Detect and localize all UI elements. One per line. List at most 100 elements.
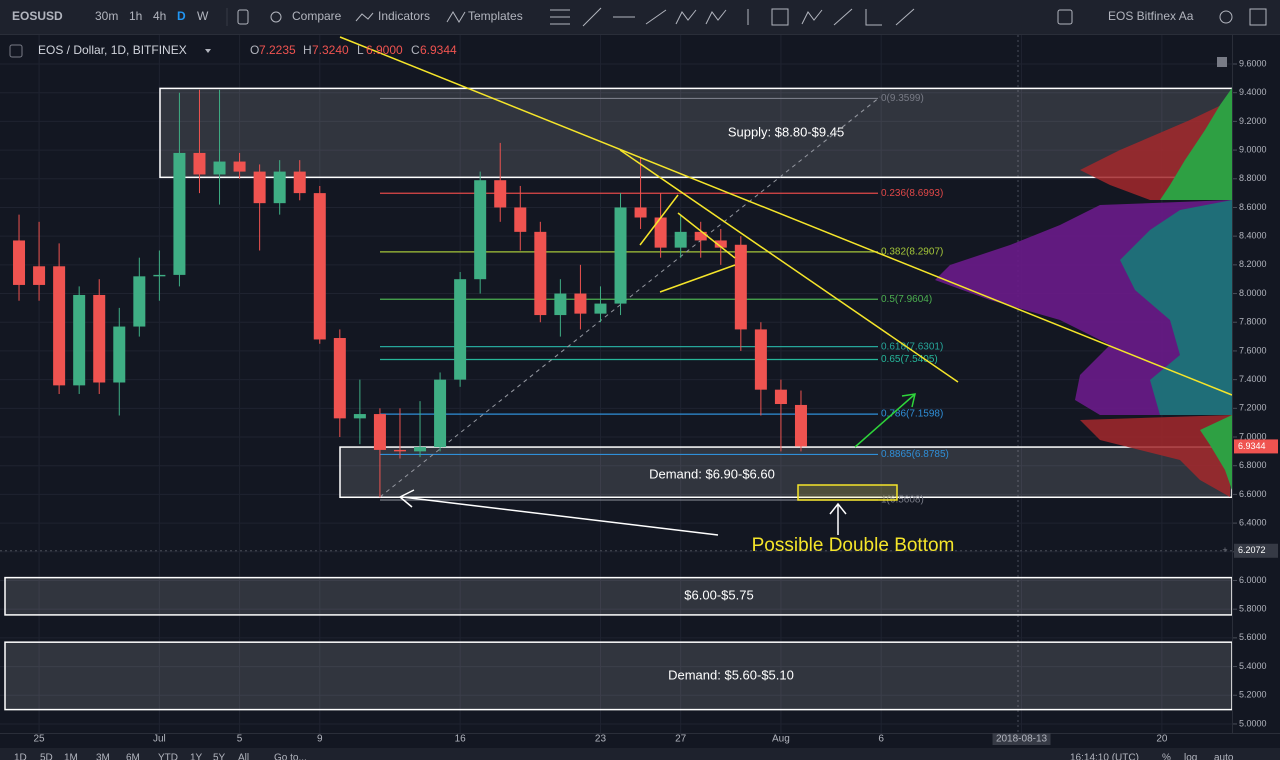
fib-label: 0.8865(6.8785) [881,449,949,460]
volume-profile [935,88,1232,497]
trend-line [619,149,959,383]
candle-body [273,171,286,204]
x-tick-label: 16 [455,734,467,745]
x-axis: 25 Jul 5 9 16 23 27 Aug 6 2018-08-13 20 [34,733,1168,745]
fullscreen-icon[interactable] [1057,9,1073,25]
candle-body [233,161,246,172]
tool-icon[interactable] [865,9,882,26]
legend-toggle[interactable] [9,44,23,58]
candles [13,89,807,498]
fib-trend-line [379,96,881,498]
y-tick-label: 8.2000 [1239,259,1267,269]
layout-icon[interactable] [1249,8,1267,26]
ohlc-letter: H [303,43,312,57]
tool-icon[interactable] [771,8,789,26]
range-button[interactable]: 1M [64,753,78,760]
ohlc-value: 6.9344 [420,43,457,57]
candle-icon[interactable] [237,9,249,25]
range-button[interactable]: 1Y [190,753,203,760]
y-tick-label: 8.6000 [1239,202,1267,212]
symbol[interactable]: EOSUSD [12,9,63,23]
candle-body [53,266,66,386]
indicators-button[interactable]: Indicators [378,9,430,23]
range-button[interactable]: 5D [40,753,53,760]
ohlc-legend: O 7.2235 H 7.3240 L 6.9000 C 6.9344 [250,43,457,57]
x-tick-label: 9 [317,734,323,745]
y-tick-label: 6.8000 [1239,460,1267,470]
chart-title: EOS / Dollar, 1D, BITFINEX [38,43,187,57]
range-button[interactable]: YTD [158,753,178,760]
templates-icon[interactable] [446,11,466,23]
y-tick-label: 5.6000 [1239,632,1267,642]
fib-label: 0.5(7.9604) [881,294,932,305]
tool-icon[interactable] [645,9,667,25]
interval-button[interactable]: 4h [153,9,166,23]
range-button[interactable]: 3M [96,753,110,760]
range-button[interactable]: 1D [14,753,27,760]
settings-icon[interactable] [1219,10,1233,24]
interval-button[interactable]: D [177,9,186,23]
range-button[interactable]: All [238,753,249,760]
zones: Supply: $8.80-$9.45 Demand: $6.90-$6.60 $6… [4,87,1233,711]
layout-name[interactable]: EOS Bitfinex Aa [1108,9,1194,23]
x-tick-label: 25 [34,734,46,745]
tool-icon[interactable] [582,7,602,27]
trend-line [639,194,679,246]
y-axis: 5.0000 5.2000 5.4000 5.6000 5.8000 6.0000 6.20… [1222,58,1278,728]
arrow [401,496,719,536]
x-tick-highlight [992,733,1051,745]
axis-menu[interactable] [1217,57,1227,67]
y-tick-label: 9.4000 [1239,87,1267,97]
y-tick-label: 8.4000 [1239,231,1267,241]
indicators-icon[interactable] [355,12,374,22]
axis-option[interactable]: auto [1214,753,1234,760]
arrow [854,394,915,448]
interval-button[interactable]: 30m [95,9,118,23]
tool-icon[interactable] [895,8,915,26]
crosshair-price: 6.2072 [1238,545,1266,555]
range-button[interactable]: 6M [126,753,140,760]
range-button[interactable]: Go to... [274,753,307,760]
range-button[interactable]: 5Y [213,753,226,760]
tool-icon[interactable] [833,8,853,26]
dropdown-icon[interactable] [205,49,211,53]
axis-option[interactable]: log [1184,753,1197,760]
candle-body [373,414,386,450]
templates-button[interactable]: Templates [468,9,523,23]
tool-icon[interactable] [705,9,727,25]
zone-label: Demand: $5.60-$5.10 [668,667,794,682]
axis-option[interactable]: % [1162,753,1171,760]
candle-body [33,266,46,285]
toolbar [0,0,1280,34]
interval-button[interactable]: W [197,9,209,23]
zone-label: $6.00-$5.75 [684,588,753,603]
candle-body [514,207,527,232]
tool-icon[interactable] [801,9,823,25]
tool-icon[interactable] [675,9,697,25]
candle-body [774,389,787,405]
candle-body [654,217,667,248]
interval-group: 30m 1h 4h D W [95,9,209,23]
candle-body [414,447,427,452]
compare-icon[interactable] [270,11,282,23]
y-tick-label: 7.2000 [1239,403,1267,413]
candle-body [13,240,26,285]
compare-button[interactable]: Compare [292,9,342,23]
candle-body [213,161,226,175]
fib-label: 0(9.3599) [881,93,924,104]
ohlc-letter: O [250,43,259,57]
y-tick-label: 7.0000 [1239,431,1267,441]
fib-label: 0.786(7.1598) [881,409,943,420]
candle-body [714,240,727,248]
x-tick-label: Jul [153,734,166,745]
zone-label: Supply: $8.80-$9.45 [728,124,844,139]
annotation: Possible Double Bottom [752,535,955,556]
x-tick-label: 27 [675,734,687,745]
y-tick-label: 7.6000 [1239,345,1267,355]
interval-button[interactable]: 1h [129,9,142,23]
ohlc-value: 7.2235 [259,43,296,57]
price-axis [1232,35,1280,735]
y-tick-label: 5.2000 [1239,690,1267,700]
